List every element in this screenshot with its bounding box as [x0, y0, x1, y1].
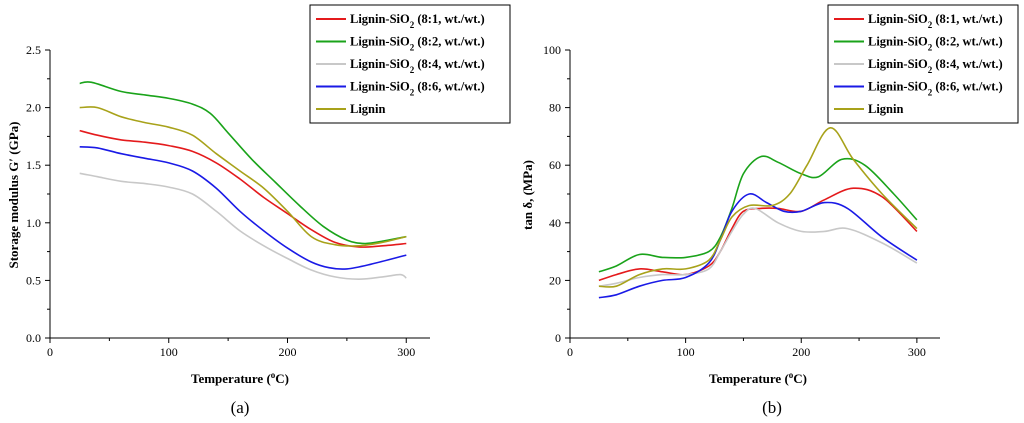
series-line-1	[79, 129, 407, 248]
series-line-4	[598, 193, 918, 299]
panel-b-x-axis-label: Temperature (oC)	[709, 370, 807, 386]
y-tick-label: 1.5	[26, 158, 41, 172]
series-line-2	[79, 81, 407, 245]
x-tick-label: 100	[160, 345, 178, 359]
panel-a-axes: 0 100 200 300 0.0 0.5 1.0 1.5 2.0 2.5	[26, 43, 430, 359]
legend-entry: Lignin-SiO2 (8:1, wt./wt.)	[868, 12, 1003, 30]
legend-entry: Lignin	[868, 102, 903, 116]
panel-a-legend: Lignin-SiO2 (8:1, wt./wt.) Lignin-SiO2 (8…	[309, 4, 511, 124]
series-line-3	[598, 207, 918, 287]
panel-b-series	[598, 127, 918, 299]
x-tick-label: 300	[908, 345, 926, 359]
panel-a-x-axis-label: Temperature (oC)	[191, 370, 289, 386]
legend-entry: Lignin-SiO2 (8:1, wt./wt.)	[350, 12, 485, 30]
series-line-3	[79, 172, 407, 281]
panel-b-caption: (b)	[762, 398, 782, 417]
panel-a: 0 100 200 300 0.0 0.5 1.0 1.5 2.0 2.5 Storage mod…	[6, 4, 511, 417]
y-tick-label: 2.0	[26, 101, 41, 115]
x-tick-label: 100	[677, 345, 695, 359]
x-tick-label: 200	[792, 345, 810, 359]
legend-box	[827, 4, 1019, 124]
legend-entry: Lignin	[350, 102, 385, 116]
series-line-1	[598, 187, 918, 282]
panel-a-y-axis-label: Storage modulus G′ (GPa)	[6, 121, 21, 268]
y-tick-label: 1.0	[26, 216, 41, 230]
y-tick-label: 80	[549, 101, 561, 115]
series-line-2	[598, 155, 918, 273]
y-tick-label: 60	[549, 158, 561, 172]
panel-a-caption: (a)	[231, 398, 250, 417]
panel-b-axes: 0 100 200 300 0 20 40 60 80 100	[543, 43, 940, 359]
series-line-4	[79, 146, 407, 270]
y-tick-label: 2.5	[26, 43, 41, 57]
x-tick-label: 0	[567, 345, 573, 359]
panel-b-y-axis-label: tan δ, (MPa)	[520, 160, 535, 230]
x-tick-label: 300	[397, 345, 415, 359]
y-tick-label: 0.5	[26, 273, 41, 287]
legend-entry: Lignin-SiO2 (8:6, wt./wt.)	[868, 80, 1003, 98]
y-tick-label: 100	[543, 43, 561, 57]
y-tick-label: 0	[555, 331, 561, 345]
legend-entry: Lignin-SiO2 (8:4, wt./wt.)	[350, 57, 485, 75]
y-tick-label: 20	[549, 273, 561, 287]
x-tick-label: 0	[47, 345, 53, 359]
legend-entry: Lignin-SiO2 (8:4, wt./wt.)	[868, 57, 1003, 75]
panel-b-legend: Lignin-SiO2 (8:1, wt./wt.) Lignin-SiO2 (8…	[827, 4, 1019, 124]
legend-entry: Lignin-SiO2 (8:6, wt./wt.)	[350, 80, 485, 98]
y-tick-label: 40	[549, 216, 561, 230]
panel-b: 0 100 200 300 0 20 40 60 80 100 tan δ, (MPa) Temp…	[520, 4, 1019, 417]
panel-a-series	[79, 81, 407, 281]
legend-entry: Lignin-SiO2 (8:2, wt./wt.)	[350, 35, 485, 53]
series-line-5	[79, 106, 407, 247]
legend-entry: Lignin-SiO2 (8:2, wt./wt.)	[868, 35, 1003, 53]
y-tick-label: 0.0	[26, 331, 41, 345]
x-tick-label: 200	[279, 345, 297, 359]
series-line-5	[598, 127, 918, 288]
